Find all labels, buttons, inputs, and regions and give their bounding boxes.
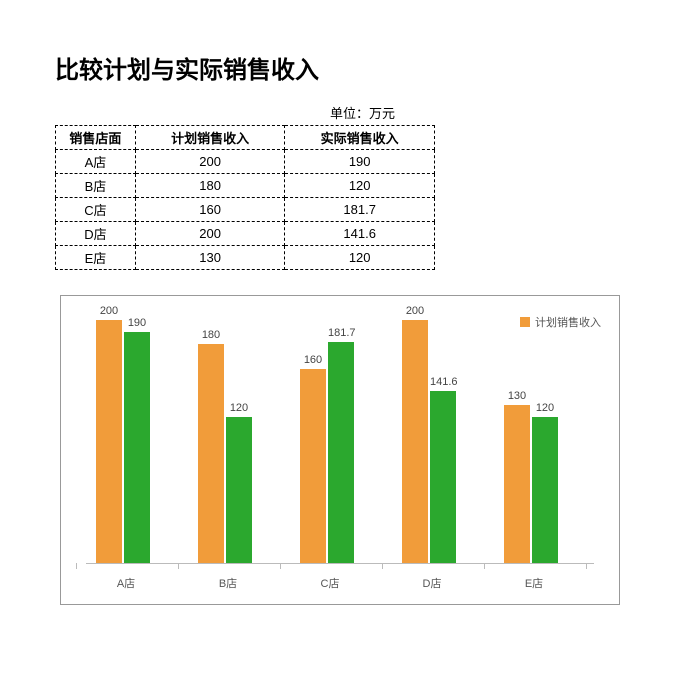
data-table: 销售店面计划销售收入实际销售收入 A店200190B店180120C店16018… xyxy=(55,125,435,270)
table-cell: A店 xyxy=(56,150,136,174)
bar-value-label: 160 xyxy=(300,354,326,366)
table-cell: 180 xyxy=(135,174,285,198)
table-header: 实际销售收入 xyxy=(285,126,435,150)
axis-tick xyxy=(382,563,383,569)
table-cell: D店 xyxy=(56,222,136,246)
bar-value-label: 120 xyxy=(532,402,558,414)
x-axis-label: D店 xyxy=(402,575,462,591)
bar-value-label: 200 xyxy=(96,305,122,317)
axis-tick xyxy=(586,563,587,569)
bar: 181.7 xyxy=(328,342,354,563)
page-title: 比较计划与实际销售收入 xyxy=(55,50,635,85)
axis-tick xyxy=(178,563,179,569)
bar: 200 xyxy=(96,320,122,563)
bar-value-label: 130 xyxy=(504,390,530,402)
table-cell: 181.7 xyxy=(285,198,435,222)
table-cell: 190 xyxy=(285,150,435,174)
x-axis-label: C店 xyxy=(300,575,360,591)
table-cell: 160 xyxy=(135,198,285,222)
table-cell: 200 xyxy=(135,222,285,246)
bar: 130 xyxy=(504,405,530,563)
bar: 141.6 xyxy=(430,391,456,563)
axis-tick xyxy=(484,563,485,569)
table-cell: B店 xyxy=(56,174,136,198)
table-cell: E店 xyxy=(56,246,136,270)
unit-label: 单位：万元 xyxy=(330,103,635,122)
bar: 120 xyxy=(532,417,558,563)
table-row: A店200190 xyxy=(56,150,435,174)
bar-value-label: 181.7 xyxy=(328,327,354,339)
bar-value-label: 200 xyxy=(402,305,428,317)
bar-value-label: 120 xyxy=(226,402,252,414)
bar-value-label: 180 xyxy=(198,329,224,341)
table-cell: 141.6 xyxy=(285,222,435,246)
table-row: E店130120 xyxy=(56,246,435,270)
axis-tick xyxy=(76,563,77,569)
bar: 160 xyxy=(300,369,326,563)
table-header: 销售店面 xyxy=(56,126,136,150)
table-cell: 130 xyxy=(135,246,285,270)
table-row: C店160181.7 xyxy=(56,198,435,222)
table-row: B店180120 xyxy=(56,174,435,198)
table-row: D店200141.6 xyxy=(56,222,435,246)
bar-chart: 计划销售收入 200190A店180120B店160181.7C店200141.… xyxy=(60,295,620,605)
bar-value-label: 190 xyxy=(124,317,150,329)
bar: 180 xyxy=(198,344,224,563)
bar: 200 xyxy=(402,320,428,563)
bar: 190 xyxy=(124,332,150,563)
table-cell: 120 xyxy=(285,174,435,198)
x-axis-label: E店 xyxy=(504,575,564,591)
table-cell: C店 xyxy=(56,198,136,222)
x-axis-label: A店 xyxy=(96,575,156,591)
table-cell: 120 xyxy=(285,246,435,270)
plot-area: 200190A店180120B店160181.7C店200141.6D店1301… xyxy=(86,311,594,564)
x-axis-label: B店 xyxy=(198,575,258,591)
axis-tick xyxy=(280,563,281,569)
bar: 120 xyxy=(226,417,252,563)
table-cell: 200 xyxy=(135,150,285,174)
bar-value-label: 141.6 xyxy=(430,376,456,388)
table-header: 计划销售收入 xyxy=(135,126,285,150)
